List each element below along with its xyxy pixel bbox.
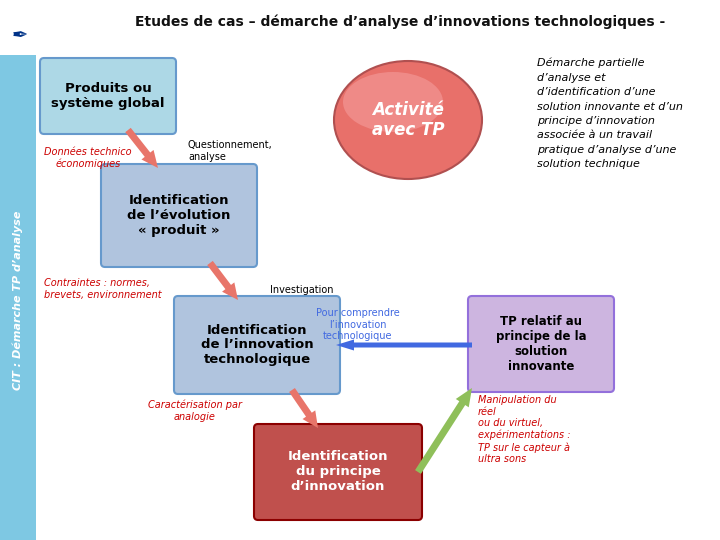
FancyBboxPatch shape [40, 58, 176, 134]
FancyArrow shape [207, 261, 238, 300]
Text: Produits ou
système global: Produits ou système global [51, 82, 165, 110]
FancyArrow shape [125, 128, 158, 168]
Text: TP relatif au
principe de la
solution
innovante: TP relatif au principe de la solution in… [495, 315, 586, 373]
Text: Identification
de l’évolution
« produit »: Identification de l’évolution « produit … [127, 194, 230, 237]
FancyBboxPatch shape [0, 55, 36, 540]
Text: Identification
du principe
d’innovation: Identification du principe d’innovation [288, 450, 388, 494]
Text: Activité
avec TP: Activité avec TP [372, 100, 444, 139]
Text: Identification
de l’innovation
technologique: Identification de l’innovation technolog… [201, 323, 313, 367]
FancyArrow shape [289, 388, 318, 428]
Ellipse shape [343, 72, 443, 132]
FancyBboxPatch shape [174, 296, 340, 394]
Text: Pour comprendre
l’innovation
technologique: Pour comprendre l’innovation technologiq… [316, 308, 400, 341]
FancyBboxPatch shape [254, 424, 422, 520]
Text: Investigation: Investigation [270, 285, 333, 295]
FancyArrow shape [415, 388, 472, 474]
Text: Données technico
économiques: Données technico économiques [44, 147, 132, 169]
FancyBboxPatch shape [468, 296, 614, 392]
Text: CIT : Démarche TP d’analyse: CIT : Démarche TP d’analyse [13, 210, 23, 390]
Text: Caractérisation par
analogie: Caractérisation par analogie [148, 400, 242, 422]
Text: Questionnement,
analyse: Questionnement, analyse [188, 140, 273, 161]
Ellipse shape [334, 61, 482, 179]
FancyBboxPatch shape [101, 164, 257, 267]
Text: Contraintes : normes,
brevets, environnement: Contraintes : normes, brevets, environne… [44, 278, 161, 300]
Text: Manipulation du
réel
ou du virtuel,
expérimentations :
TP sur le capteur à
ultra: Manipulation du réel ou du virtuel, expé… [478, 395, 570, 464]
FancyArrow shape [336, 340, 472, 350]
Text: ✒: ✒ [12, 25, 28, 44]
Text: Etudes de cas – démarche d’analyse d’innovations technologiques -: Etudes de cas – démarche d’analyse d’inn… [135, 15, 665, 29]
Text: Démarche partielle
d’analyse et
d’identification d’une
solution innovante et d’u: Démarche partielle d’analyse et d’identi… [537, 58, 683, 170]
